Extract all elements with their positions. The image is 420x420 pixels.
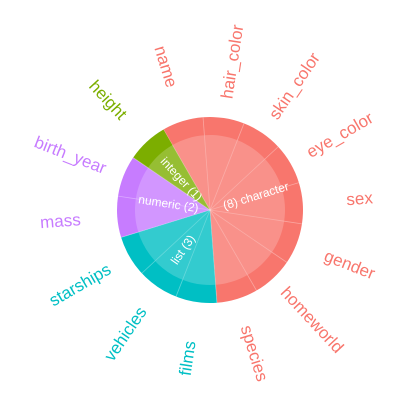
column-divider [209, 209, 248, 276]
ring-divider [175, 279, 183, 297]
column-divider [209, 209, 285, 222]
ring-divider [284, 220, 303, 225]
ring-divider [202, 117, 205, 136]
column-divider [135, 198, 211, 211]
column-label-height: height [85, 77, 131, 124]
group-slice-list [121, 210, 217, 304]
group-slice-character [163, 117, 304, 303]
column-divider [204, 135, 211, 211]
group-slice-integer [133, 129, 210, 210]
column-divider [209, 140, 238, 211]
ring-divider [237, 123, 245, 141]
column-label-homeworld: homeworld [277, 283, 347, 357]
column-divider [154, 209, 211, 262]
column-divider [209, 209, 216, 285]
column-divider [209, 187, 282, 211]
column-label-birth_year: birth_year [32, 133, 110, 178]
column-label-gender: gender [322, 246, 379, 283]
column-label-starships: starships [46, 260, 114, 310]
outer-ring [116, 117, 304, 304]
group-inner-numeric [134, 167, 210, 233]
column-divider [147, 167, 211, 211]
ring-divider [215, 284, 218, 303]
ring-divider [264, 146, 279, 160]
column-divider [138, 209, 211, 233]
ring-divider [281, 182, 299, 189]
column-divider [172, 144, 211, 211]
column-label-sex: sex [346, 188, 374, 209]
group-inner-list [138, 210, 216, 285]
group-inner-character [172, 134, 286, 285]
inner-ring [134, 134, 286, 285]
ring-divider [117, 195, 136, 200]
column-divider [209, 158, 266, 211]
column-label-vehicles: vehicles [100, 303, 150, 364]
ring-divider [271, 251, 288, 263]
ring-divider [141, 260, 156, 274]
column-label-hair_color: hair_color [217, 23, 247, 100]
group-slice-numeric [116, 157, 210, 238]
group-inner-integer [148, 145, 210, 210]
ring-divider [121, 231, 139, 238]
ring-divider [247, 274, 257, 291]
column-label-name: name [150, 44, 181, 90]
column-divider [209, 209, 273, 253]
column-label-species: species [237, 323, 272, 384]
column-label-skin_color: skin_color [265, 49, 324, 123]
column-label-eye_color: eye_color [303, 108, 377, 161]
column-label-films: films [176, 340, 200, 377]
ring-divider [132, 157, 149, 169]
column-label-mass: mass [39, 210, 81, 232]
column-divider [182, 209, 211, 280]
